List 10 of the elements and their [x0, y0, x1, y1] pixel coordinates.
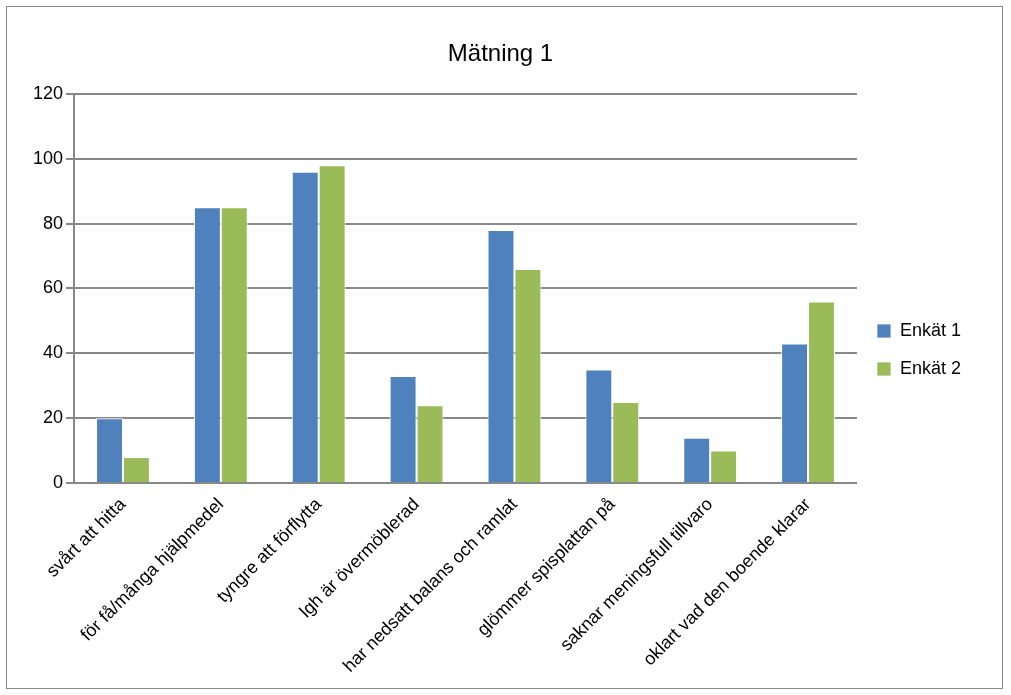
y-tick-label: 100	[32, 147, 64, 168]
legend-label: Enkät 1	[899, 319, 962, 340]
y-tick-label: 20	[43, 407, 64, 428]
chart-title: Mätning 1	[447, 39, 554, 67]
y-tick-label: 60	[43, 277, 64, 298]
y-tick-label: 0	[53, 472, 64, 493]
y-tick-label: 80	[43, 212, 64, 233]
legend-label: Enkät 2	[899, 357, 962, 378]
y-tick-label: 120	[32, 82, 64, 103]
y-tick-label: 40	[43, 342, 64, 363]
